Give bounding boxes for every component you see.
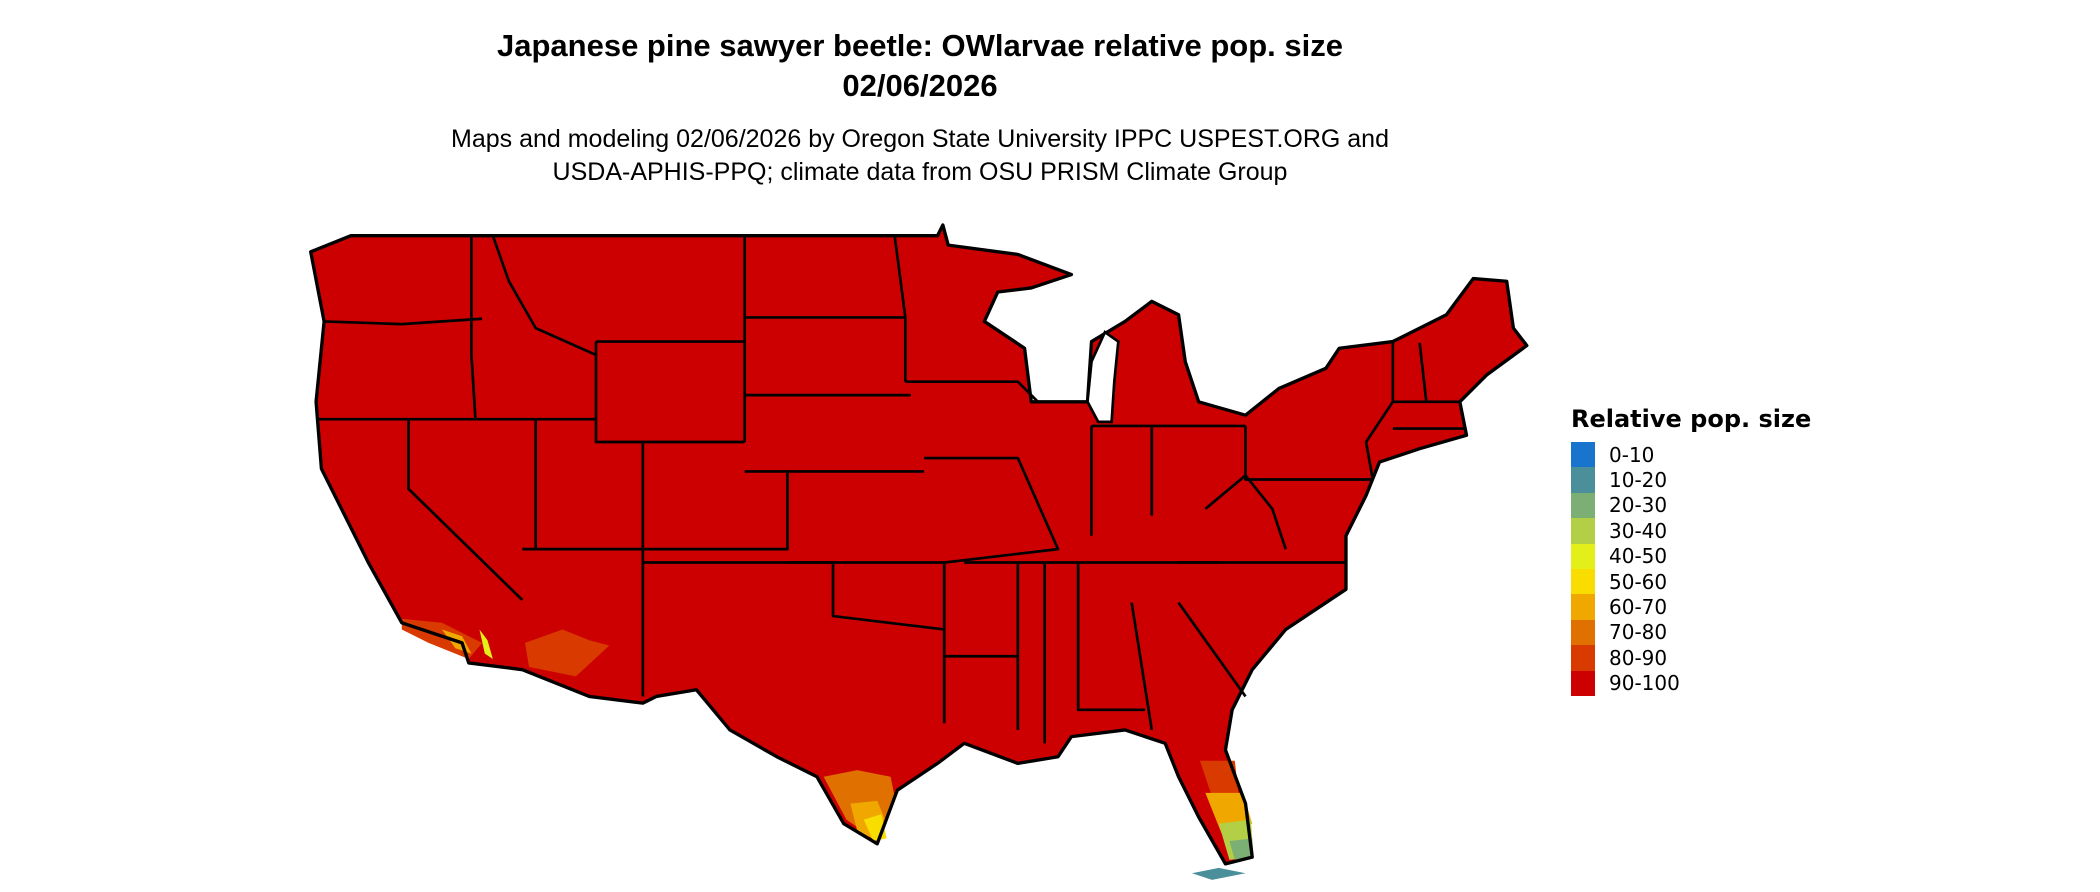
legend-swatch xyxy=(1571,645,1595,671)
legend-item: 30-40 xyxy=(1571,518,1811,544)
florida-patch xyxy=(1200,760,1239,797)
legend-item: 20-30 xyxy=(1571,492,1811,519)
legend-label: 80-90 xyxy=(1609,645,1668,670)
legend-swatch xyxy=(1571,518,1595,544)
credits-line-2: USDA-APHIS-PPQ; climate data from OSU PR… xyxy=(552,158,1288,186)
legend-label: 30-40 xyxy=(1609,518,1668,543)
legend-swatch xyxy=(1571,619,1595,646)
legend-label: 60-70 xyxy=(1609,595,1668,620)
legend-swatch xyxy=(1571,492,1595,519)
map-title: Japanese pine sawyer beetle: OWlarvae re… xyxy=(497,28,1343,63)
state-boundary xyxy=(924,456,1060,564)
legend-label: 20-30 xyxy=(1609,493,1668,518)
legend: Relative pop. size 0-10 10-20 20-30 30-40 40… xyxy=(1571,405,1811,696)
credits-line-1: Maps and modeling 02/06/2026 by Oregon S… xyxy=(451,125,1389,153)
arizona-patch xyxy=(525,629,610,677)
florida-keys-patch xyxy=(1191,867,1246,880)
legend-label: 70-80 xyxy=(1609,620,1668,645)
legend-swatch xyxy=(1571,467,1595,493)
legend-item: 90-100 xyxy=(1571,670,1811,696)
state-boundary xyxy=(642,561,945,631)
state-boundary xyxy=(1177,601,1247,698)
legend-item: 80-90 xyxy=(1571,645,1811,671)
legend-item: 70-80 xyxy=(1571,619,1811,646)
legend-label: 50-60 xyxy=(1609,569,1668,594)
florida-patch xyxy=(1229,838,1254,860)
state-boundary xyxy=(944,654,1020,730)
legend-swatch xyxy=(1571,594,1595,620)
lake-michigan xyxy=(1086,330,1120,424)
legend-title: Relative pop. size xyxy=(1571,405,1812,433)
state-boundary xyxy=(1130,602,1154,731)
state-boundary xyxy=(407,419,524,601)
legend-item: 60-70 xyxy=(1571,594,1811,620)
legend-item: 50-60 xyxy=(1571,568,1811,595)
state-boundary xyxy=(470,235,477,420)
southern-california-patch xyxy=(479,629,493,659)
state-boundary xyxy=(1244,425,1373,481)
state-boundary xyxy=(1204,474,1287,550)
state-boundary xyxy=(893,235,907,382)
legend-label: 10-20 xyxy=(1609,468,1668,493)
legend-swatch xyxy=(1571,670,1595,696)
state-boundary xyxy=(641,441,789,551)
state-boundary xyxy=(1076,562,1146,712)
legend-swatch xyxy=(1571,568,1595,595)
map-date: 02/06/2026 xyxy=(842,68,998,103)
legend-item: 40-50 xyxy=(1571,543,1811,569)
legend-label: 90-100 xyxy=(1609,671,1680,696)
legend-label: 40-50 xyxy=(1609,544,1668,569)
legend-label: 0-10 xyxy=(1609,442,1655,467)
state-boundary xyxy=(905,380,1039,403)
state-boundary xyxy=(491,235,597,357)
legend-item: 10-20 xyxy=(1571,467,1811,493)
state-boundary xyxy=(324,317,483,326)
legend-swatch xyxy=(1571,442,1595,468)
us-landmass xyxy=(310,225,1527,864)
legend-swatch xyxy=(1571,543,1595,569)
legend-item: 0-10 xyxy=(1571,442,1811,468)
state-boundary xyxy=(594,341,745,444)
state-boundary xyxy=(1418,342,1428,402)
state-boundary xyxy=(1364,401,1394,480)
